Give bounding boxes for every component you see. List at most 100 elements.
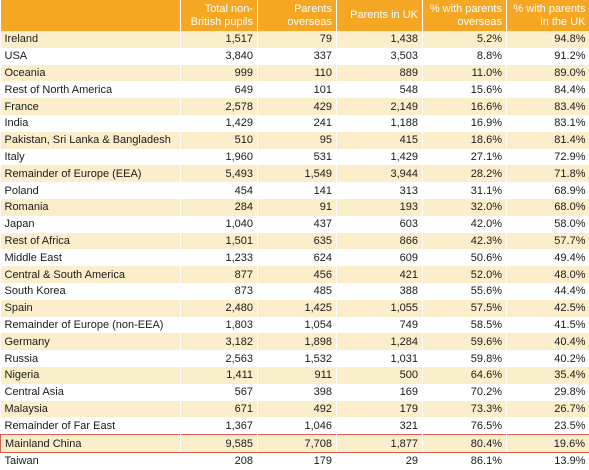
- cell-parents-in-uk: 29: [337, 452, 423, 469]
- cell-pct-overseas: 70.2%: [423, 384, 507, 401]
- cell-parents-overseas: 91: [258, 199, 337, 216]
- header-cell-total: Total non-British pupils: [181, 0, 258, 31]
- cell-total: 2,563: [181, 350, 258, 367]
- cell-region: Russia: [1, 350, 181, 367]
- cell-pct-in-uk: 40.2%: [507, 350, 589, 367]
- cell-pct-in-uk: 68.9%: [507, 182, 589, 199]
- cell-region: Spain: [1, 300, 181, 317]
- cell-parents-overseas: 437: [258, 216, 337, 233]
- cell-parents-in-uk: 321: [337, 417, 423, 434]
- cell-pct-overseas: 42.3%: [423, 233, 507, 250]
- cell-pct-overseas: 57.5%: [423, 300, 507, 317]
- cell-pct-overseas: 27.1%: [423, 149, 507, 166]
- header-cell-parents-in-uk: Parents in UK: [337, 0, 423, 31]
- cell-parents-in-uk: 1,284: [337, 333, 423, 350]
- cell-pct-in-uk: 91.2%: [507, 48, 589, 65]
- cell-parents-in-uk: 1,188: [337, 115, 423, 132]
- cell-pct-in-uk: 71.8%: [507, 165, 589, 182]
- cell-pct-overseas: 76.5%: [423, 417, 507, 434]
- cell-pct-overseas: 5.2%: [423, 31, 507, 48]
- cell-parents-in-uk: 1,055: [337, 300, 423, 317]
- cell-parents-in-uk: 1,031: [337, 350, 423, 367]
- cell-pct-in-uk: 19.6%: [507, 435, 589, 453]
- cell-total: 1,960: [181, 149, 258, 166]
- cell-total: 284: [181, 199, 258, 216]
- cell-parents-overseas: 1,532: [258, 350, 337, 367]
- cell-parents-overseas: 179: [258, 452, 337, 469]
- cell-pct-in-uk: 94.8%: [507, 31, 589, 48]
- cell-total: 877: [181, 266, 258, 283]
- cell-total: 9,585: [181, 435, 258, 453]
- cell-parents-overseas: 624: [258, 249, 337, 266]
- cell-parents-in-uk: 169: [337, 384, 423, 401]
- cell-region: Pakistan, Sri Lanka & Bangladesh: [1, 132, 181, 149]
- cell-parents-overseas: 337: [258, 48, 337, 65]
- cell-total: 649: [181, 81, 258, 98]
- cell-parents-in-uk: 421: [337, 266, 423, 283]
- cell-parents-in-uk: 313: [337, 182, 423, 199]
- cell-pct-overseas: 28.2%: [423, 165, 507, 182]
- cell-parents-in-uk: 500: [337, 367, 423, 384]
- cell-region: South Korea: [1, 283, 181, 300]
- cell-pct-in-uk: 48.0%: [507, 266, 589, 283]
- cell-pct-in-uk: 41.5%: [507, 317, 589, 334]
- cell-parents-overseas: 429: [258, 98, 337, 115]
- cell-region: Ireland: [1, 31, 181, 48]
- cell-pct-overseas: 59.8%: [423, 350, 507, 367]
- cell-region: Nigeria: [1, 367, 181, 384]
- cell-pct-overseas: 16.6%: [423, 98, 507, 115]
- header-row: Total non-British pupils Parents oversea…: [1, 0, 589, 31]
- cell-parents-in-uk: 1,438: [337, 31, 423, 48]
- cell-parents-in-uk: 1,429: [337, 149, 423, 166]
- cell-pct-in-uk: 83.1%: [507, 115, 589, 132]
- cell-parents-overseas: 398: [258, 384, 337, 401]
- cell-pct-overseas: 32.0%: [423, 199, 507, 216]
- cell-total: 510: [181, 132, 258, 149]
- cell-pct-overseas: 31.1%: [423, 182, 507, 199]
- cell-total: 3,182: [181, 333, 258, 350]
- cell-total: 671: [181, 401, 258, 418]
- cell-parents-in-uk: 415: [337, 132, 423, 149]
- cell-total: 454: [181, 182, 258, 199]
- cell-total: 5,493: [181, 165, 258, 182]
- cell-region: Japan: [1, 216, 181, 233]
- cell-parents-overseas: 635: [258, 233, 337, 250]
- cell-total: 3,840: [181, 48, 258, 65]
- cell-parents-overseas: 1,046: [258, 417, 337, 434]
- cell-total: 1,429: [181, 115, 258, 132]
- cell-region: Rest of North America: [1, 81, 181, 98]
- cell-parents-overseas: 456: [258, 266, 337, 283]
- cell-pct-overseas: 15.6%: [423, 81, 507, 98]
- cell-pct-overseas: 42.0%: [423, 216, 507, 233]
- cell-total: 208: [181, 452, 258, 469]
- cell-total: 567: [181, 384, 258, 401]
- cell-region: Italy: [1, 149, 181, 166]
- cell-region: Central Asia: [1, 384, 181, 401]
- cell-parents-overseas: 1,425: [258, 300, 337, 317]
- cell-total: 1,803: [181, 317, 258, 334]
- cell-parents-overseas: 1,549: [258, 165, 337, 182]
- cell-pct-in-uk: 49.4%: [507, 249, 589, 266]
- cell-pct-overseas: 80.4%: [423, 435, 507, 453]
- cell-pct-in-uk: 29.8%: [507, 384, 589, 401]
- cell-region: Malaysia: [1, 401, 181, 418]
- cell-region: India: [1, 115, 181, 132]
- cell-region: Poland: [1, 182, 181, 199]
